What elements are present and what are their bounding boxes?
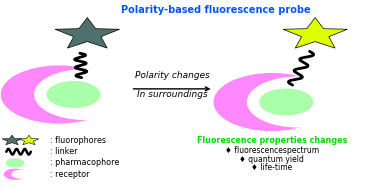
Text: ♦ fluorescencespectrum: ♦ fluorescencespectrum [225,146,319,155]
Text: Fluorescence properties changes: Fluorescence properties changes [197,136,347,145]
Circle shape [259,88,313,115]
Polygon shape [55,18,119,48]
Polygon shape [2,135,22,145]
Text: : pharmacophore: : pharmacophore [50,159,119,167]
Text: In surroundings: In surroundings [137,90,208,99]
Circle shape [11,170,29,179]
Circle shape [34,69,137,120]
Circle shape [4,169,26,180]
Circle shape [1,65,118,124]
Text: : fluorophores: : fluorophores [50,136,106,145]
Circle shape [46,81,101,108]
Polygon shape [283,18,347,48]
Text: : linker: : linker [50,147,77,156]
Circle shape [6,158,25,168]
Text: Polarity-based fluorescence probe: Polarity-based fluorescence probe [121,5,310,15]
Polygon shape [19,135,39,145]
FancyArrowPatch shape [133,87,209,91]
Text: ♦ quantum yield: ♦ quantum yield [239,155,304,164]
Text: ♦ life-time: ♦ life-time [251,163,293,172]
Circle shape [214,73,330,131]
Circle shape [247,76,350,128]
Text: Polarity changes: Polarity changes [135,71,209,80]
Text: : receptor: : receptor [50,170,89,179]
